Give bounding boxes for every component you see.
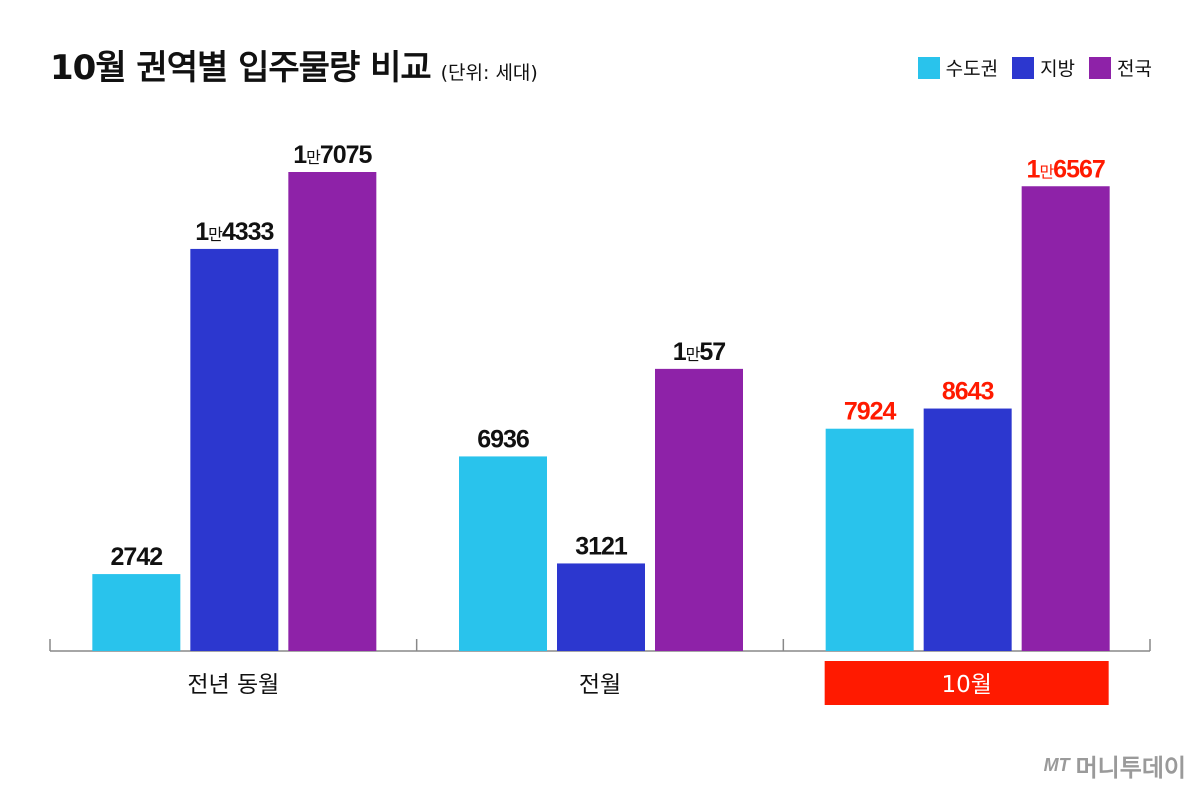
- legend-label: 지방: [1040, 58, 1076, 80]
- legend-swatch: [1012, 56, 1035, 79]
- legend-swatch: [1089, 56, 1112, 79]
- bar: [557, 563, 645, 651]
- data-label: 1만7075: [293, 141, 372, 169]
- legend-label: 수도권: [945, 58, 999, 80]
- brand-mark: MT: [1043, 755, 1070, 775]
- unit-label: (단위: 세대): [440, 62, 538, 84]
- data-label: 7924: [844, 398, 897, 426]
- bar: [190, 248, 279, 651]
- bar: [923, 408, 1012, 651]
- data-label: 3121: [575, 532, 628, 560]
- chart-title-text: 10월 권역별 입주물량 비교: [50, 48, 432, 88]
- data-label: 1만57: [673, 338, 726, 366]
- legend-item: 지방: [1012, 54, 1075, 81]
- data-label: 6936: [477, 425, 529, 453]
- brand-logo: MT 머니투데이: [1044, 748, 1186, 783]
- bar: [288, 172, 377, 651]
- chart-title: 10월 권역별 입주물량 비교 (단위: 세대): [50, 40, 538, 89]
- bar: [655, 368, 743, 651]
- brand-name: 머니투데이: [1075, 754, 1186, 782]
- legend-label: 전국: [1117, 58, 1152, 80]
- data-label: 8643: [942, 378, 994, 406]
- data-label: 1만4333: [195, 218, 273, 246]
- data-label: 1만6567: [1027, 155, 1105, 183]
- legend-swatch: [917, 56, 940, 79]
- x-axis-label: 전년 동월: [187, 672, 279, 698]
- data-label: 2742: [111, 543, 163, 571]
- legend-item: 전국: [1089, 54, 1152, 81]
- legend-item: 수도권: [917, 54, 999, 81]
- legend: 수도권 지방 전국: [917, 54, 1152, 81]
- bar: [825, 428, 914, 651]
- category-highlight-box: [824, 661, 1109, 705]
- x-axis-label: 10월: [941, 672, 991, 698]
- bar: [459, 456, 547, 651]
- bar: [92, 574, 181, 651]
- x-axis-label: 전월: [579, 672, 621, 698]
- bar: [1021, 186, 1110, 651]
